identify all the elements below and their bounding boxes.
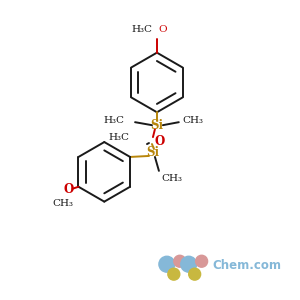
Circle shape <box>159 256 175 272</box>
Text: O: O <box>63 183 74 196</box>
Text: O: O <box>158 25 167 34</box>
Circle shape <box>181 256 197 272</box>
Circle shape <box>189 268 201 280</box>
Text: H₃C: H₃C <box>103 116 124 125</box>
Text: Si: Si <box>150 119 164 132</box>
Text: CH₃: CH₃ <box>52 199 73 208</box>
Circle shape <box>196 255 208 267</box>
Text: CH₃: CH₃ <box>183 116 204 125</box>
Text: Si: Si <box>146 146 160 160</box>
Text: CH₃: CH₃ <box>161 174 182 183</box>
Text: O: O <box>155 135 165 148</box>
Text: H₃C: H₃C <box>132 25 153 34</box>
Text: Chem.com: Chem.com <box>213 259 282 272</box>
Circle shape <box>168 268 180 280</box>
Circle shape <box>174 255 186 267</box>
Text: H₃C: H₃C <box>108 133 129 142</box>
